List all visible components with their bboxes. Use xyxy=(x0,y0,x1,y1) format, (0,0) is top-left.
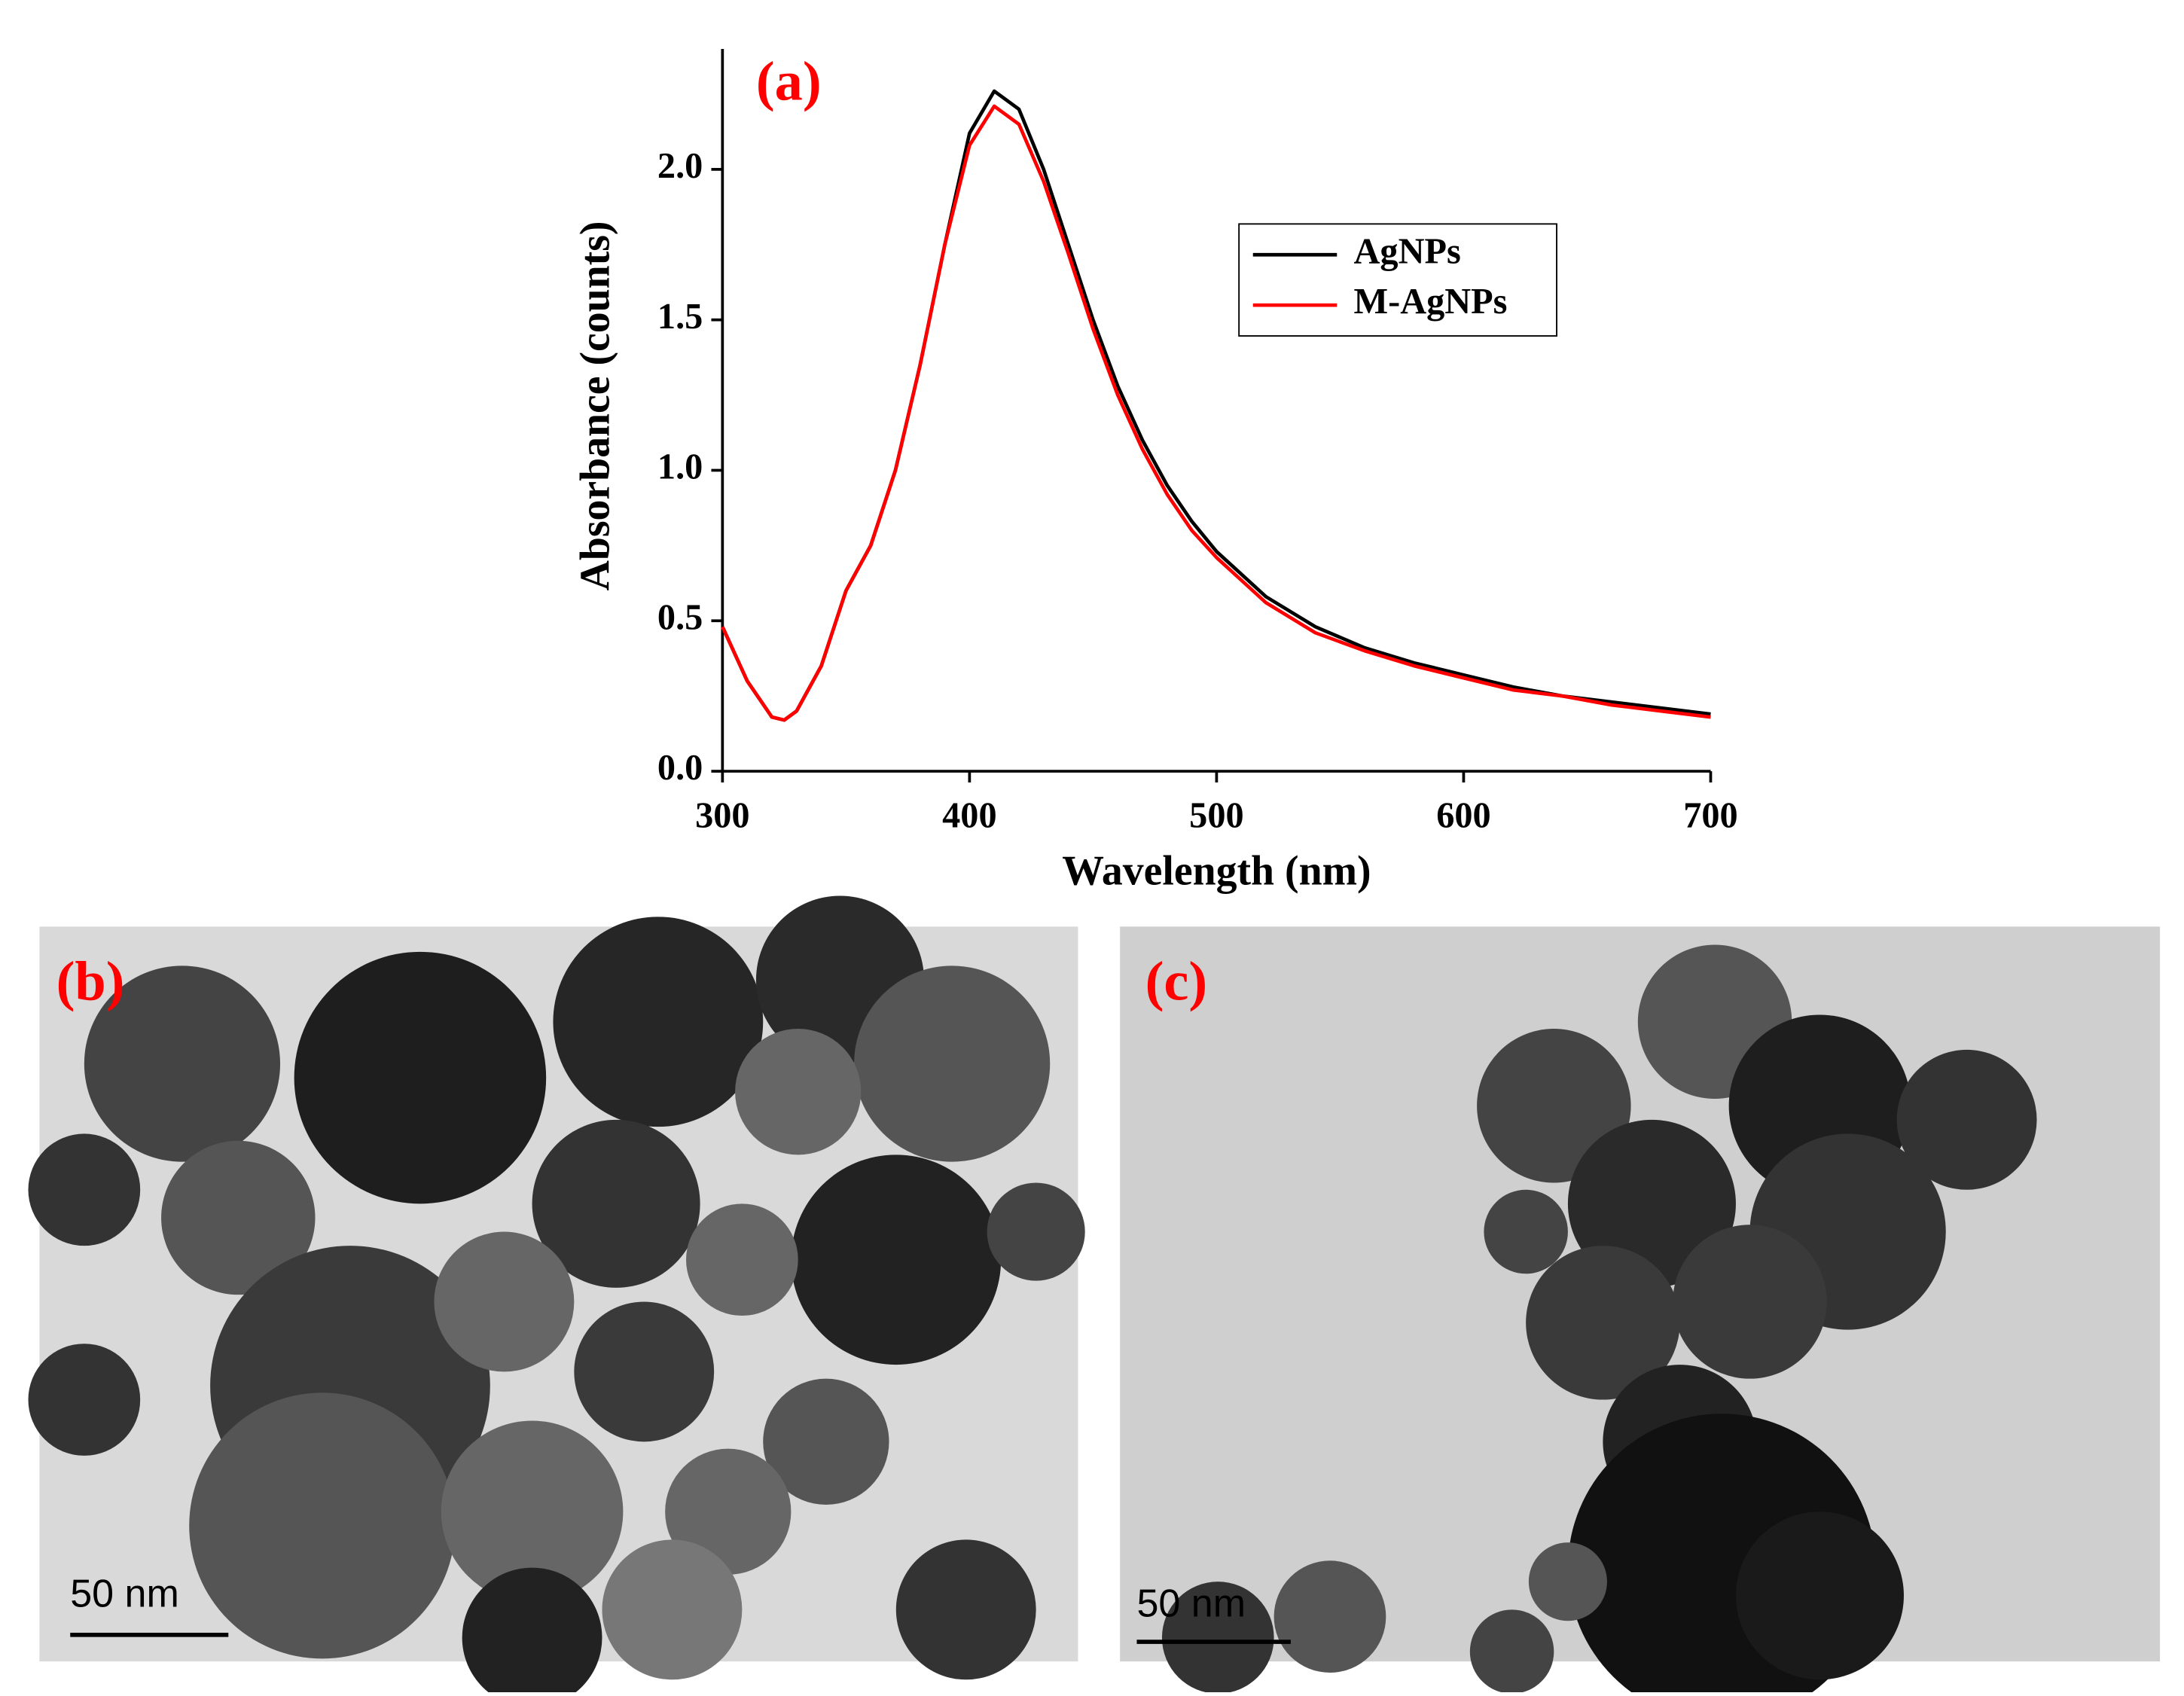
y-tick-label: 0.0 xyxy=(657,748,703,788)
panel-label: (c) xyxy=(1145,950,1207,1012)
tem-image-c: 50 nm (c) xyxy=(1120,926,2161,1696)
line-series xyxy=(721,104,1711,722)
y-tick-label: 1.5 xyxy=(657,297,703,337)
scale-bar-label: 50 nm xyxy=(1136,1582,1246,1626)
legend-label: AgNPs xyxy=(1354,231,1461,271)
line-series xyxy=(721,89,1711,722)
legend-label: M-AgNPs xyxy=(1354,282,1508,322)
x-tick-label: 300 xyxy=(695,795,749,835)
scale-bar-label: 50 nm xyxy=(70,1572,179,1616)
y-tick-label: 2.0 xyxy=(657,146,703,186)
x-tick-label: 500 xyxy=(1189,795,1243,835)
y-tick-label: 0.5 xyxy=(657,597,703,637)
x-tick-label: 400 xyxy=(942,795,996,835)
y-axis-label: Absorbance (counts) xyxy=(572,221,619,591)
legend-box xyxy=(1238,223,1557,337)
panel-label: (b) xyxy=(56,950,125,1012)
x-tick-label: 600 xyxy=(1436,795,1490,835)
tem-image-b: 50 nm (b) xyxy=(28,895,1085,1696)
particles xyxy=(28,895,1085,1696)
x-tick-label: 700 xyxy=(1683,795,1737,835)
panel-label: (a) xyxy=(756,50,822,112)
x-axis-label: Wavelength (nm) xyxy=(1062,847,1371,894)
y-tick-label: 1.0 xyxy=(657,447,703,487)
particles xyxy=(1161,944,2037,1696)
